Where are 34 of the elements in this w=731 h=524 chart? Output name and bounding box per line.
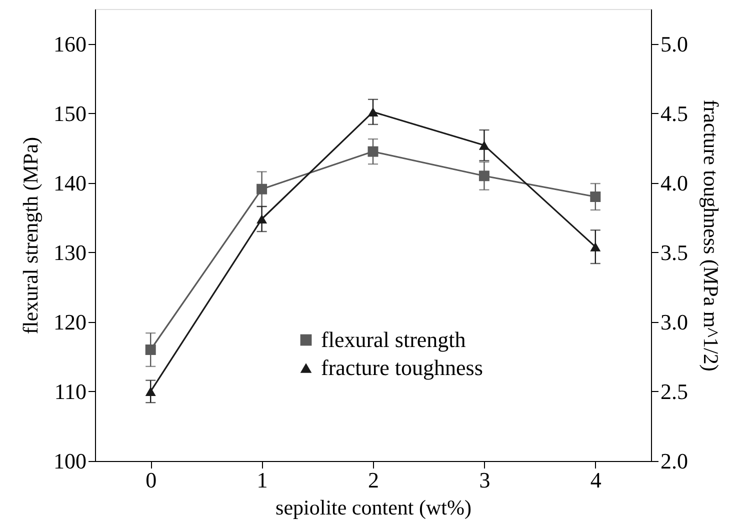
point: [590, 242, 601, 252]
x-tick-label: 3: [479, 468, 490, 492]
point: [478, 170, 490, 182]
legend-label: flexural strength: [321, 327, 466, 352]
y2-tick-label: 3.0: [660, 309, 688, 334]
x-axis-title: sepiolite content (wt%): [276, 496, 472, 520]
y2-tick-label: 3.5: [660, 240, 688, 265]
y-tick-label: 130: [54, 240, 86, 265]
y2-tick-label: 5.0: [660, 31, 688, 56]
y-tick-label: 120: [54, 309, 86, 334]
point: [256, 184, 268, 194]
y-tick-label: 140: [54, 170, 86, 196]
point: [590, 192, 601, 202]
point: [368, 107, 378, 116]
point: [145, 344, 156, 355]
x-tick-label: 1: [256, 468, 268, 492]
y2-tick-label: 2.0: [660, 448, 688, 474]
y2-tick-label: 4.5: [660, 100, 688, 126]
y-tick-label: 150: [54, 100, 86, 126]
y2-axis-title: fracture toughness (MPa m^1/2): [699, 100, 723, 372]
x-tick-label: 2: [368, 468, 379, 492]
y2-tick-label: 4.0: [660, 170, 688, 196]
y-tick-label: 110: [54, 378, 86, 404]
point: [256, 214, 268, 224]
point: [478, 140, 490, 150]
y2-tick-label: 2.5: [660, 378, 688, 404]
legend-label: fracture toughness: [321, 355, 483, 380]
x-tick-label: 0: [146, 468, 157, 492]
y-tick-label: 160: [54, 31, 86, 56]
y-tick-label: 100: [54, 448, 86, 474]
point: [145, 386, 156, 396]
x-tick-label: 4: [590, 468, 602, 492]
y-axis-title: flexural strength (MPa): [18, 136, 42, 334]
point: [368, 146, 378, 157]
